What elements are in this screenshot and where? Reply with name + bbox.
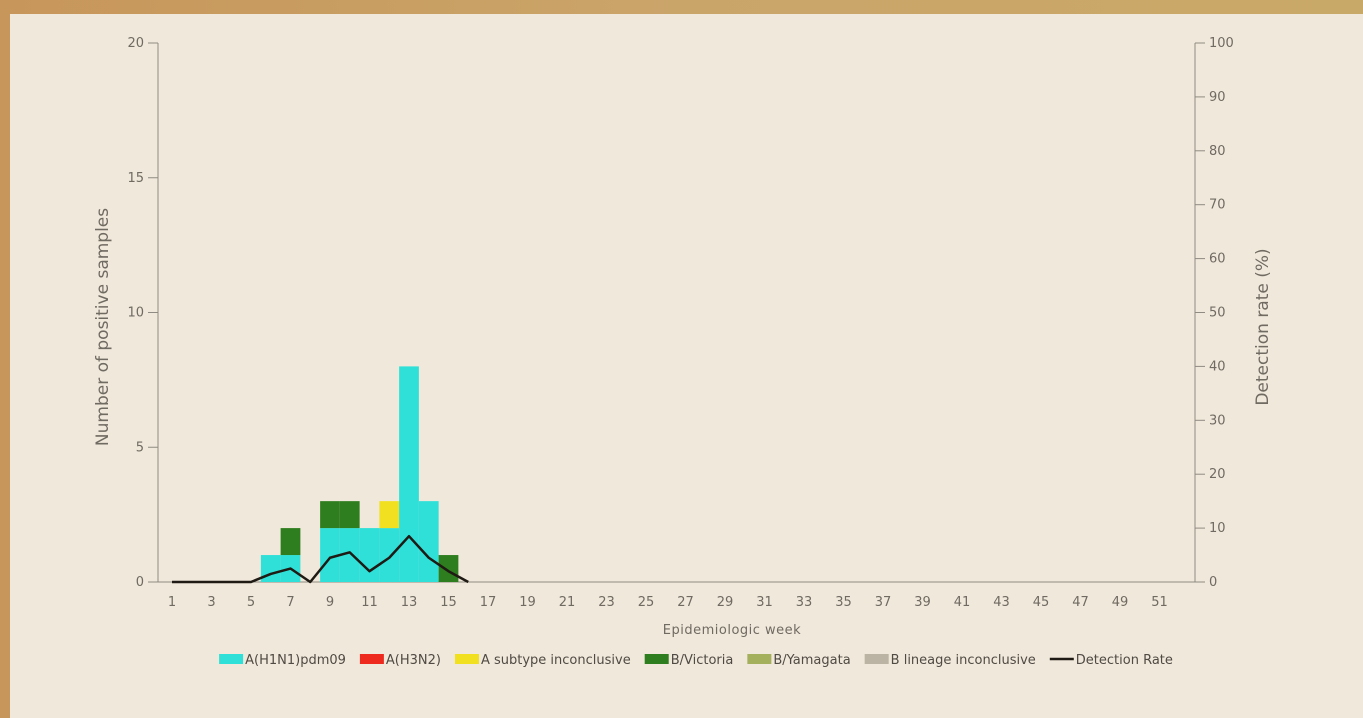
bar-segment [379,501,400,529]
x-tick-label: 37 [875,595,892,610]
legend: A(H1N1)pdm09 A(H3N2) A subtype inconclusiv… [219,653,1173,668]
bars-layer [260,366,459,582]
x-tick-label: 31 [756,595,773,610]
bar-segment [379,528,400,582]
legend-label: B/Victoria [671,653,734,668]
chart-frame: 0 5 10 15 20 0 10 20 30 40 50 60 70 80 90 100 1 3 5 7 9 11 13 1… [10,14,1363,718]
legend-swatch [359,654,384,664]
y2-tick-label: 50 [1209,306,1226,321]
x-tick-label: 7 [286,595,294,610]
bar-segment [280,528,301,556]
x-tick-label: 27 [677,595,694,610]
y-tick-label: 10 [127,306,144,321]
x-tick-label: 15 [440,595,457,610]
y-tick-label: 20 [127,36,144,51]
legend-label: B/Yamagata [773,653,850,668]
bar-segment [320,528,340,582]
x-tick-label: 29 [717,595,734,610]
legend-label: A(H3N2) [386,653,441,668]
y2-tick-label: 70 [1209,198,1226,213]
axes [157,43,1196,583]
x-tick-label: 39 [914,595,931,610]
x-tick-label: 45 [1033,595,1050,610]
x-tick-label: 17 [480,595,497,610]
y2-tick-label: 30 [1209,413,1226,428]
bar-segment [359,528,380,582]
legend-label: Detection Rate [1076,653,1173,668]
y-tick-label: 0 [136,575,144,590]
y2-tick-label: 0 [1209,575,1217,590]
x-tick-label: 1 [168,595,176,610]
legend-swatch [747,654,772,664]
x-tick-label: 25 [638,595,655,610]
legend-label: A(H1N1)pdm09 [245,653,346,668]
x-axis-title: Epidemiologic week [663,623,801,638]
x-tick-label: 9 [326,595,334,610]
bar-segment [320,501,340,529]
y2-tick-label: 10 [1209,521,1226,536]
detection-rate-line-layer [172,534,469,584]
bar-segment [339,501,360,529]
y2-tick-label: 90 [1209,90,1226,105]
x-tick-label: 3 [207,595,215,610]
x-tick-label: 35 [835,595,852,610]
legend-swatch [864,654,889,664]
y2-tick-label: 100 [1209,36,1234,51]
x-tick-label: 49 [1112,595,1129,610]
legend-swatch [454,654,479,664]
x-tick-label: 33 [796,595,813,610]
bar-segment [339,528,360,582]
detection-rate-line [172,534,469,584]
y2-axis-title: Detection rate (%) [1253,248,1273,405]
x-tick-label: 23 [598,595,615,610]
y-tick-label: 15 [127,171,144,186]
y-axis-title: Number of positive samples [93,208,113,446]
x-tick-label: 43 [993,595,1010,610]
x-tick-label: 41 [954,595,971,610]
x-tick-label: 11 [361,595,378,610]
legend-label: B lineage inconclusive [891,653,1036,668]
y2-tick-label: 20 [1209,467,1226,482]
y2-tick-label: 80 [1209,144,1226,159]
legend-swatch [644,654,669,664]
x-tick-label: 5 [247,595,255,610]
x-tick-label: 47 [1072,595,1089,610]
x-tick-label: 21 [559,595,576,610]
bar-segment [399,366,419,582]
bar-segment [418,501,439,582]
y2-tick-label: 40 [1209,359,1226,374]
x-tick-label: 13 [401,595,418,610]
y2-tick-label: 60 [1209,252,1226,267]
x-tick-label: 51 [1151,595,1168,610]
legend-swatch [219,654,244,664]
legend-label: A subtype inconclusive [481,653,631,668]
x-tick-label: 19 [519,595,536,610]
y-tick-label: 5 [136,440,144,455]
bar-segment [438,555,459,582]
